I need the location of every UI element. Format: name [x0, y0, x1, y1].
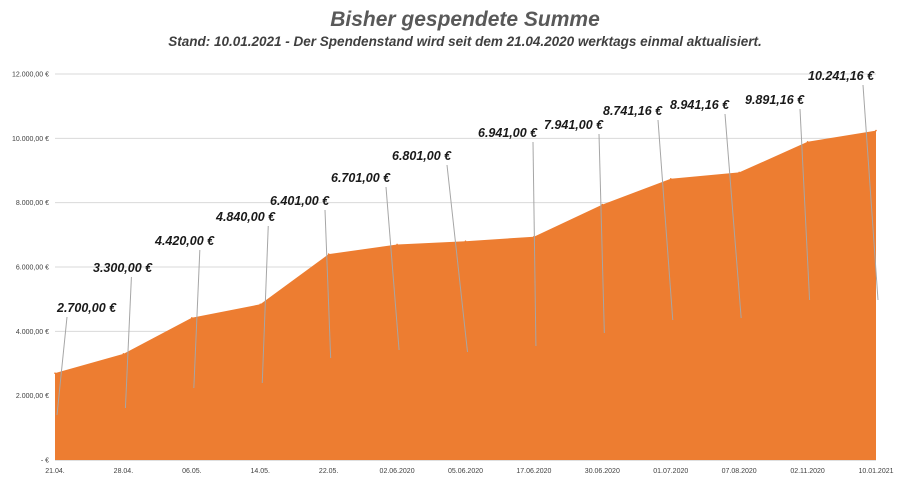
x-tick-label: 02.11.2020 — [790, 468, 825, 475]
data-point — [191, 317, 193, 319]
leader-line — [261, 225, 269, 384]
data-label: 6.401,00 € — [270, 194, 330, 208]
y-tick-label: 2.000,00 € — [16, 393, 49, 400]
x-tick-label: 02.06.2020 — [380, 468, 415, 475]
data-labels: 2.700,00 € 3.300,00 €4.420,00 €4.840,00 €… — [56, 69, 875, 315]
data-point — [464, 240, 467, 243]
data-label: 6.941,00 € — [478, 126, 538, 140]
data-label: 2.700,00 € — [56, 301, 117, 315]
leader-line — [56, 316, 68, 416]
data-point — [327, 253, 330, 255]
data-point — [122, 353, 125, 355]
leader-line — [862, 84, 879, 301]
data-label: 8.941,16 € — [670, 98, 730, 112]
leader-line — [657, 119, 674, 321]
y-tick-label: 4.000,00 € — [16, 329, 49, 336]
data-point — [396, 243, 398, 246]
x-tick-label: 17.06.2020 — [516, 468, 551, 475]
leader-line — [193, 249, 201, 389]
x-tick-label: 06.05. — [182, 468, 202, 475]
leader-line — [385, 186, 400, 351]
data-label-leader-lines — [56, 84, 879, 416]
data-label: 3.300,00 € — [93, 261, 153, 275]
data-label: 6.801,00 € — [392, 149, 452, 163]
x-tick-label: 21.04. — [45, 468, 65, 475]
x-tick-label: 05.06.2020 — [448, 468, 483, 475]
data-label: 9.891,16 € — [745, 93, 805, 107]
data-label: 8.741,16 € — [603, 104, 663, 118]
data-point — [601, 203, 604, 206]
leader-line — [124, 276, 132, 409]
y-tick-label: - € — [41, 458, 49, 465]
data-point — [875, 129, 877, 132]
data-point — [738, 171, 740, 174]
leader-line — [799, 108, 811, 301]
x-tick-label: 14.05. — [251, 468, 271, 475]
x-tick-label: 22.05. — [319, 468, 339, 475]
leader-line — [446, 164, 468, 353]
x-tick-label: 30.06.2020 — [585, 468, 620, 475]
leader-line — [598, 133, 605, 334]
chart-subtitle: Stand: 10.01.2021 - Der Spendenstand wir… — [168, 34, 762, 49]
leader-line — [724, 113, 742, 319]
data-point — [806, 141, 809, 143]
leader-line — [532, 141, 537, 347]
y-axis-tick-labels: - € 2.000,00 € 4.000,00 € 6.000,00 € 8.000,0… — [12, 72, 49, 465]
data-label: 7.941,00 € — [544, 118, 604, 132]
data-label: 10.241,16 € — [808, 69, 875, 83]
y-tick-label: 8.000,00 € — [16, 200, 49, 207]
x-tick-label: 28.04. — [114, 468, 134, 475]
x-tick-label: 07.08.2020 — [722, 468, 757, 475]
area-fill — [55, 130, 876, 460]
data-label: 6.701,00 € — [331, 171, 391, 185]
data-label: 4.420,00 € — [154, 234, 215, 248]
y-tick-label: 6.000,00 € — [16, 265, 49, 272]
data-point — [669, 178, 672, 180]
data-label: 4.840,00 € — [215, 210, 276, 224]
y-tick-label: 12.000,00 € — [12, 72, 49, 79]
leader-line — [324, 209, 332, 359]
data-point — [259, 303, 262, 306]
x-tick-label: 01.07.2020 — [653, 468, 688, 475]
x-tick-label: 10.01.2021 — [858, 468, 893, 475]
chart-title: Bisher gespendete Summe — [330, 8, 600, 31]
y-tick-label: 10.000,00 € — [12, 136, 49, 143]
x-axis-tick-labels: 21.04. 28.04. 06.05. 14.05. 22.05. 02.06.2020… — [45, 468, 893, 475]
area-series — [54, 129, 877, 460]
data-point — [54, 372, 56, 374]
